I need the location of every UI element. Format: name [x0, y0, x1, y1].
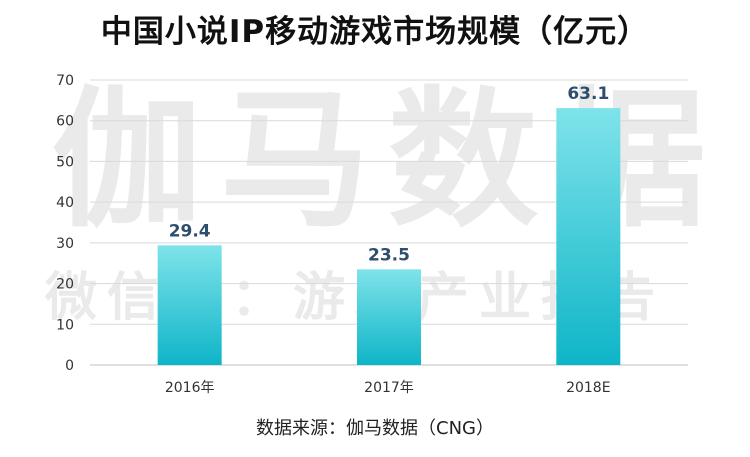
y-tick-label-70: 70: [56, 73, 74, 89]
data-label-1: 23.5: [368, 245, 410, 265]
y-tick-label-60: 60: [56, 114, 74, 130]
data-labels: 29.4 23.5 63.1: [169, 84, 610, 265]
bar-0: [157, 245, 222, 365]
y-tick-label-50: 50: [56, 154, 74, 170]
chart-title: 中国小说IP移动游戏市场规模（亿元）: [100, 14, 650, 50]
y-tick-label-0: 0: [65, 358, 74, 374]
bar-1: [357, 269, 421, 365]
x-axis-ticks: 2016年 2017年 2018E: [165, 380, 611, 396]
bar-2: [556, 108, 621, 365]
y-tick-label-20: 20: [56, 277, 74, 293]
x-tick-label-0: 2016年: [165, 380, 215, 396]
data-label-0: 29.4: [169, 221, 211, 241]
data-source-note: 数据来源：伽马数据（CNG）: [256, 418, 494, 439]
y-axis-ticks: 0 10 20 30 40 50 60 70: [56, 73, 74, 374]
x-tick-label-1: 2017年: [364, 380, 414, 396]
y-tick-label-10: 10: [56, 317, 74, 333]
y-tick-label-40: 40: [56, 195, 74, 211]
y-tick-label-30: 30: [56, 236, 74, 252]
data-label-2: 63.1: [567, 84, 609, 104]
x-tick-label-2: 2018E: [566, 380, 610, 396]
bars: [157, 108, 621, 365]
